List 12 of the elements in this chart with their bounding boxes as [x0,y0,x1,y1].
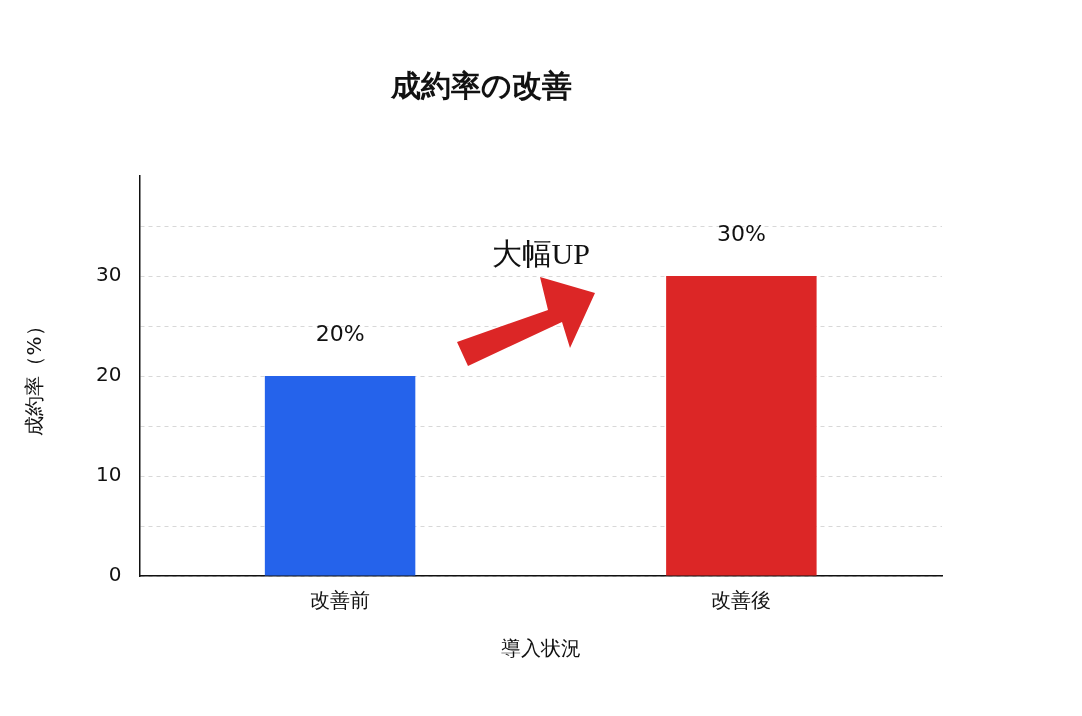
data-label: 30% [716,220,766,246]
y-tick-label: 30 [96,262,122,287]
chart-title: 成約率の改善 [389,67,572,103]
annotation: 大幅UP [491,236,590,270]
y-tick-label: 0 [108,562,122,587]
y-tick-label: 20 [96,362,122,387]
x-axis-title: 導入状況 [500,636,581,661]
x-tick-label: 改善前 [310,588,371,613]
y-axis-title: 成約率（%） [22,316,47,436]
x-tick-label: 改善後 [711,588,772,613]
data-label: 20% [315,320,365,346]
y-tick-label: 10 [96,462,122,487]
